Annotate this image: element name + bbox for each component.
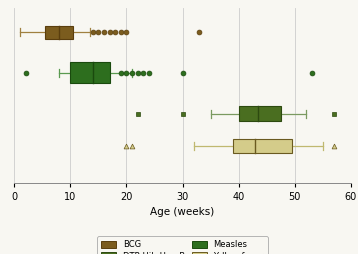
Legend: BCG, DTP-Hib-Hep B, Measles, Yellow fever: BCG, DTP-Hib-Hep B, Measles, Yellow feve… [97,236,268,254]
FancyBboxPatch shape [239,106,281,121]
FancyBboxPatch shape [71,62,110,83]
X-axis label: Age (weeks): Age (weeks) [150,208,215,217]
FancyBboxPatch shape [233,139,292,153]
FancyBboxPatch shape [45,26,73,39]
